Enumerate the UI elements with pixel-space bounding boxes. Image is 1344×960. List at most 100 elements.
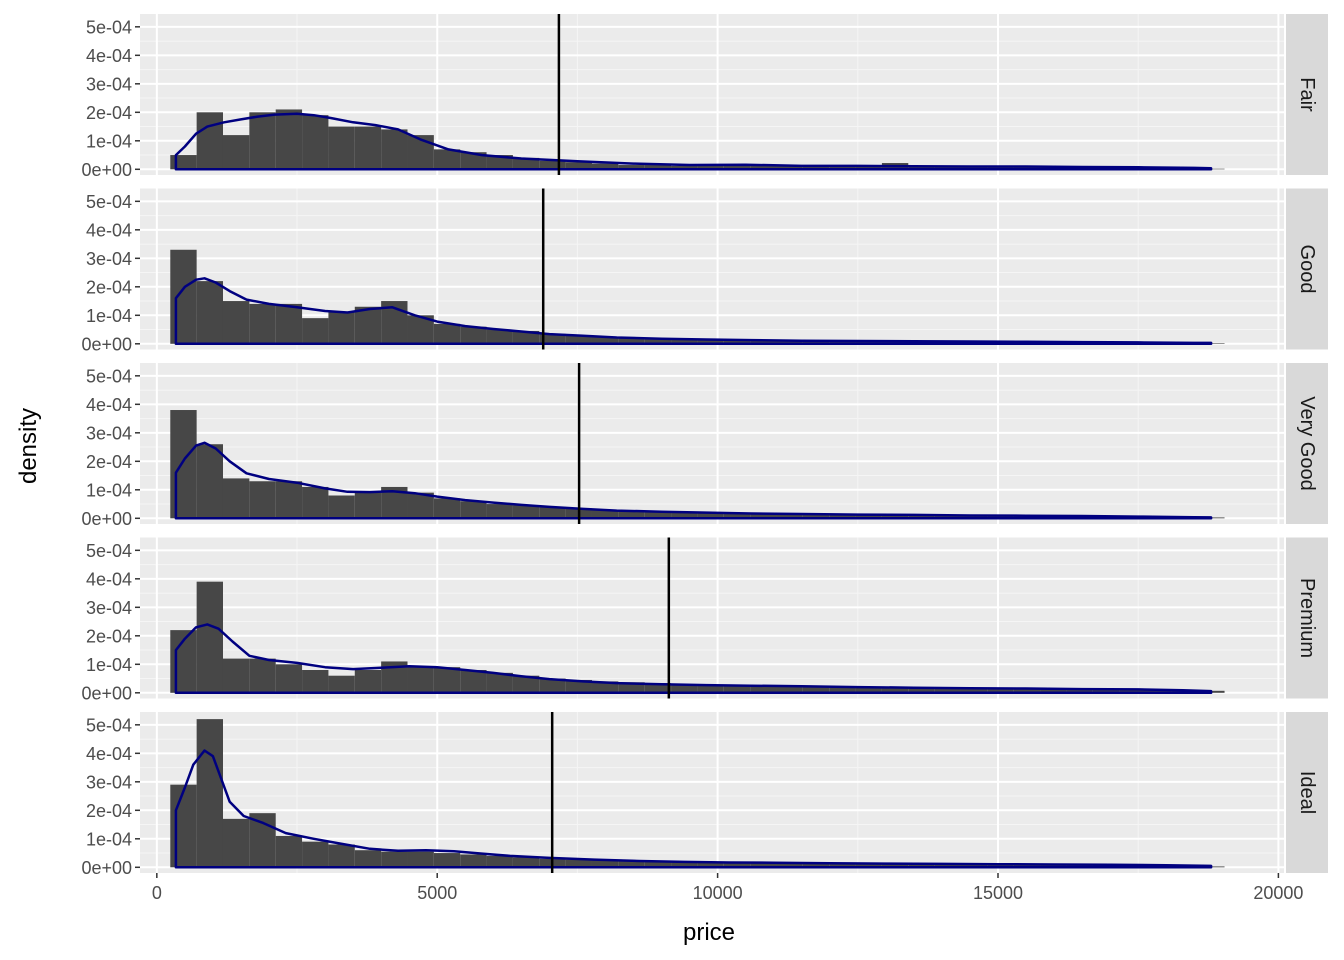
histogram-bar: [591, 860, 619, 868]
histogram-bar: [249, 112, 276, 170]
facet-strip-label: Ideal: [1296, 771, 1318, 814]
histogram-bar: [908, 864, 935, 868]
histogram-bar: [407, 667, 434, 693]
histogram-bar: [776, 514, 803, 519]
histogram-bar: [512, 857, 540, 868]
histogram-bar: [776, 166, 803, 170]
histogram-bar: [249, 658, 276, 693]
histogram-bar: [275, 835, 303, 868]
histogram-bar: [512, 505, 540, 519]
histogram-bar: [697, 340, 724, 344]
histogram-bar: [723, 513, 751, 519]
histogram-bar: [433, 498, 461, 519]
facet-panel-very-good: 0e+00 1e-04 2e-04 3e-04 4e-04 5e-04 Very Good: [81, 363, 1328, 529]
histogram-bar: [723, 165, 751, 170]
histogram-bar: [222, 818, 250, 868]
histogram-bar: [960, 864, 988, 868]
x-axis-title: price: [683, 919, 735, 946]
histogram-bar: [407, 492, 434, 519]
histogram-bar: [1145, 689, 1172, 693]
y-tick-label: 1e-04: [86, 829, 132, 849]
density-curve: [174, 749, 1213, 869]
histogram-bar: [222, 301, 250, 344]
histogram-bar: [354, 126, 382, 170]
histogram-bar: [750, 165, 777, 170]
facet-panels: 0e+00 1e-04 2e-04 3e-04 4e-04 5e-04 Fair 0e+00 1…: [81, 14, 1328, 878]
histogram-bar: [934, 864, 961, 868]
y-tick-label: 5e-04: [86, 192, 132, 212]
histogram-bar: [697, 862, 724, 868]
histogram-bar: [196, 581, 223, 693]
histogram-bar: [802, 687, 830, 693]
histogram-bar: [723, 863, 751, 868]
y-tick-label: 2e-04: [86, 801, 132, 821]
histogram-bar: [618, 861, 645, 868]
histogram-bar: [644, 165, 672, 170]
histogram-bar: [908, 166, 935, 170]
facet-strip: [1286, 537, 1328, 699]
facet-strip: [1286, 14, 1328, 175]
y-tick-label: 4e-04: [86, 46, 132, 66]
histogram-bar: [460, 501, 487, 519]
histogram-bar: [750, 685, 777, 693]
histogram-bar: [460, 854, 487, 868]
histogram-bar: [222, 135, 250, 170]
y-tick-label: 4e-04: [86, 569, 132, 589]
histogram-bar: [302, 318, 329, 344]
density-curve: [174, 441, 1213, 520]
histogram-bar: [829, 863, 856, 868]
histogram-bar: [433, 323, 461, 344]
histogram-bar: [302, 486, 329, 519]
histogram-bar: [222, 478, 250, 519]
y-axis-title: density: [15, 408, 42, 484]
histogram-bar: [697, 513, 724, 519]
histogram-bar: [934, 515, 961, 519]
y-tick-label: 3e-04: [86, 772, 132, 792]
histogram-bar: [565, 162, 592, 170]
histogram-bar: [407, 851, 434, 868]
histogram-bar: [618, 338, 645, 344]
histogram-bar: [855, 687, 882, 693]
y-tick-label: 4e-04: [86, 395, 132, 415]
histogram-bar: [802, 514, 830, 519]
histogram-bar: [539, 160, 566, 170]
histogram-bar: [697, 165, 724, 170]
histogram-bar: [1013, 689, 1041, 693]
histogram-bar: [618, 511, 645, 519]
histogram-bar: [1066, 689, 1093, 693]
histogram-bar: [433, 853, 461, 868]
histogram-bar: [1040, 689, 1067, 693]
histogram-bar: [1092, 689, 1120, 693]
histogram-bar: [855, 864, 882, 868]
histogram-bar: [987, 864, 1014, 868]
histogram-bar: [591, 681, 619, 693]
y-tick-label: 1e-04: [86, 480, 132, 500]
histogram-bar: [433, 667, 461, 693]
histogram-bar: [539, 506, 566, 519]
histogram-bar: [249, 813, 276, 868]
histogram-bar: [671, 165, 698, 170]
facet-strip-label: Good: [1296, 245, 1318, 294]
histogram-bar: [275, 481, 303, 519]
x-tick-label: 20000: [1253, 883, 1303, 903]
histogram-bar: [354, 670, 382, 693]
facet-panel-good: 0e+00 1e-04 2e-04 3e-04 4e-04 5e-04 Good: [81, 188, 1328, 354]
facet-strip-label: Fair: [1296, 77, 1318, 112]
facet-panel-premium: 0e+00 1e-04 2e-04 3e-04 4e-04 5e-04 Premium: [81, 537, 1328, 703]
histogram-bar: [908, 515, 935, 519]
histogram-bar: [302, 670, 329, 693]
x-tick-label: 5000: [417, 883, 457, 903]
histogram-bar: [934, 688, 961, 693]
histogram-bar: [987, 689, 1014, 693]
histogram-bar: [776, 686, 803, 693]
histogram-bar: [170, 155, 197, 170]
histogram-bar: [354, 492, 382, 519]
y-tick-label: 5e-04: [86, 715, 132, 735]
histogram-bar: [275, 664, 303, 693]
y-tick-label: 3e-04: [86, 249, 132, 269]
histogram-bar: [960, 688, 988, 693]
histogram-bar: [460, 152, 487, 170]
histogram-bar: [302, 115, 329, 170]
histogram-bar: [802, 166, 830, 170]
